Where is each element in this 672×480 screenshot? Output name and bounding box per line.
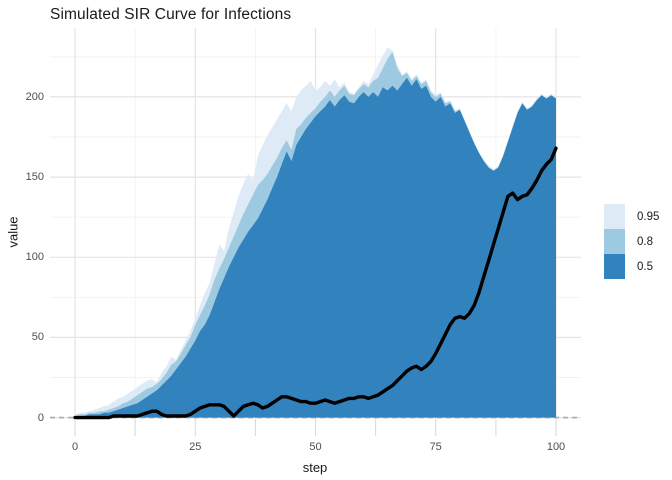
legend-key-icon <box>604 204 625 229</box>
observed-line <box>73 146 558 420</box>
y-tick-label: 150 <box>25 171 44 184</box>
y-tick-label: 100 <box>25 251 44 264</box>
x-tick-label: 50 <box>309 441 322 453</box>
legend-label: 0.8 <box>637 235 653 248</box>
legend-key-icon <box>604 229 625 254</box>
x-tick-label: 75 <box>429 441 442 453</box>
area-band-0.5-upper <box>75 77 556 418</box>
legend-label: 0.95 <box>637 210 660 223</box>
legend-entry-0.8: 0.8 <box>604 229 659 254</box>
x-axis-title: step <box>302 460 328 475</box>
y-axis-title: value <box>5 216 21 248</box>
x-tick-label: 25 <box>189 441 202 453</box>
legend-key-icon <box>604 254 625 279</box>
y-tick-label: 50 <box>31 331 44 344</box>
legend-label: 0.5 <box>637 260 653 273</box>
legend-entry-0.5: 0.5 <box>604 254 659 279</box>
legend: 0.95 0.8 0.5 <box>604 204 659 279</box>
x-tick-label: 100 <box>546 441 566 453</box>
y-tick-label: 0 <box>37 411 44 424</box>
x-tick-label: 0 <box>71 441 79 453</box>
legend-entry-0.95: 0.95 <box>604 204 659 229</box>
plot-title: Simulated SIR Curve for Infections <box>50 6 292 23</box>
y-tick-label: 200 <box>25 90 44 103</box>
